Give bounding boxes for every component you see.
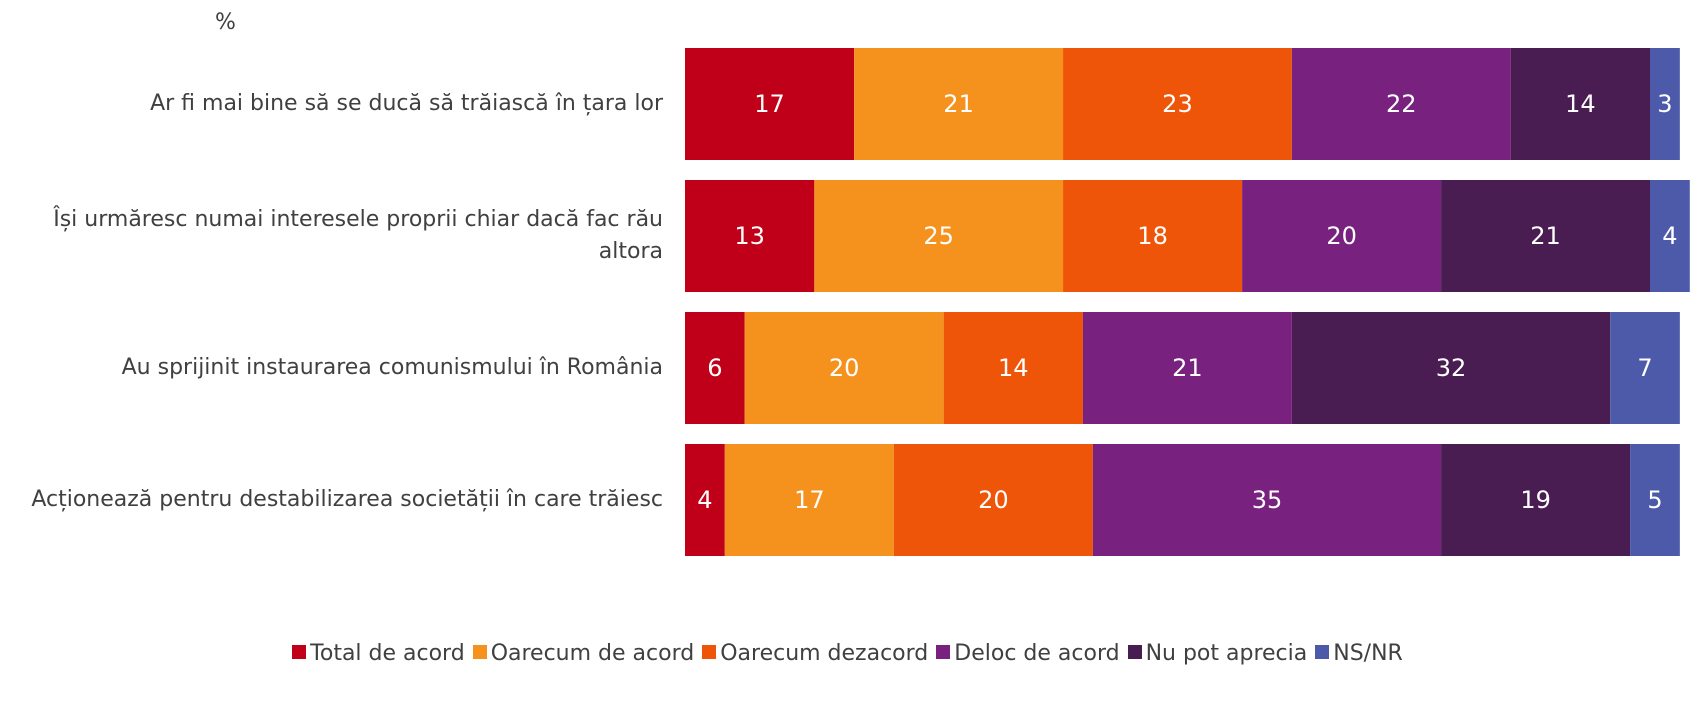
data-label: 14 <box>1565 90 1596 118</box>
stacked-bar-chart: 17 21 23 22 14 3 13 25 18 20 21 4 6 20 14 21 32 7 4 17 20 35 1… <box>685 48 1690 556</box>
legend-item: NS/NR <box>1315 641 1403 666</box>
bar-segment <box>685 48 855 160</box>
data-label: 14 <box>998 354 1029 382</box>
legend-label: Nu pot aprecia <box>1145 640 1308 666</box>
legend-item: Deloc de acord <box>936 640 1120 666</box>
category-label: Au sprijinit instaurarea comunismului în… <box>121 355 663 380</box>
data-label: 17 <box>794 486 825 514</box>
legend-swatch <box>292 644 307 659</box>
data-label: 7 <box>1637 354 1652 382</box>
data-label: 18 <box>1137 222 1168 250</box>
bar-segment <box>1610 312 1680 424</box>
data-label: 4 <box>1662 222 1677 250</box>
bar-segment <box>685 180 815 292</box>
bar-segment <box>685 444 725 556</box>
bar-segment <box>1063 180 1243 292</box>
legend-label: Deloc de acord <box>954 640 1120 666</box>
data-label: 4 <box>697 486 712 514</box>
legend: Total de acord Oarecum de acord Oarecum de… <box>0 640 1695 666</box>
bar-segment <box>1650 48 1680 160</box>
legend-swatch <box>1315 644 1330 659</box>
bar-segment <box>1242 180 1442 292</box>
bar-segment <box>1092 444 1442 556</box>
legend-swatch <box>472 644 487 659</box>
data-label: 17 <box>754 90 785 118</box>
legend-label: Oarecum de acord <box>490 640 695 666</box>
legend-label: Total de acord <box>310 640 465 666</box>
legend-swatch <box>936 644 951 659</box>
bar-segment <box>854 48 1064 160</box>
data-label: 3 <box>1657 90 1672 118</box>
legend-item: Total de acord <box>292 641 465 666</box>
bar-segment <box>814 180 1064 292</box>
bar-segment <box>893 444 1093 556</box>
data-label: 32 <box>1436 354 1467 382</box>
bar-segment <box>943 312 1083 424</box>
bar-segment <box>1630 444 1680 556</box>
legend-label: NS/NR <box>1333 640 1403 666</box>
category-label: Ar fi mai bine să se ducă să trăiască în… <box>150 91 663 116</box>
legend-swatch <box>1127 644 1142 659</box>
legend-label: Oarecum dezacord <box>720 640 929 666</box>
data-label: 21 <box>943 90 974 118</box>
unit-label: % <box>215 10 236 35</box>
category-label: Acționează pentru destabilizarea societă… <box>31 487 663 512</box>
category-label: Își urmăresc numai interesele proprii ch… <box>53 207 663 264</box>
bar-segment <box>744 312 944 424</box>
bar-segment <box>1082 312 1292 424</box>
data-label: 20 <box>1326 222 1357 250</box>
data-label: 6 <box>707 354 722 382</box>
legend-swatch <box>702 644 717 659</box>
bar-segment <box>724 444 894 556</box>
legend-item: Nu pot aprecia <box>1127 640 1308 666</box>
bar-segment <box>1510 48 1651 160</box>
data-label: 13 <box>734 222 765 250</box>
data-label: 19 <box>1520 486 1551 514</box>
bar-segment <box>1063 48 1292 160</box>
bar-segment <box>1650 180 1690 292</box>
data-label: 20 <box>829 354 860 382</box>
bar-segment <box>1291 48 1511 160</box>
data-label: 21 <box>1172 354 1203 382</box>
bar-segment <box>685 312 745 424</box>
data-label: 35 <box>1252 486 1283 514</box>
data-label: 20 <box>978 486 1009 514</box>
bar-segment <box>1291 312 1611 424</box>
legend-item: Oarecum dezacord <box>702 641 928 666</box>
data-label: 25 <box>923 222 954 250</box>
data-label: 5 <box>1647 486 1662 514</box>
data-label: 22 <box>1386 90 1417 118</box>
legend-item: Oarecum de acord <box>472 640 695 666</box>
data-label: 21 <box>1530 222 1561 250</box>
bar-segment <box>1441 180 1651 292</box>
data-label: 23 <box>1162 90 1193 118</box>
bar-segment <box>1441 444 1631 556</box>
